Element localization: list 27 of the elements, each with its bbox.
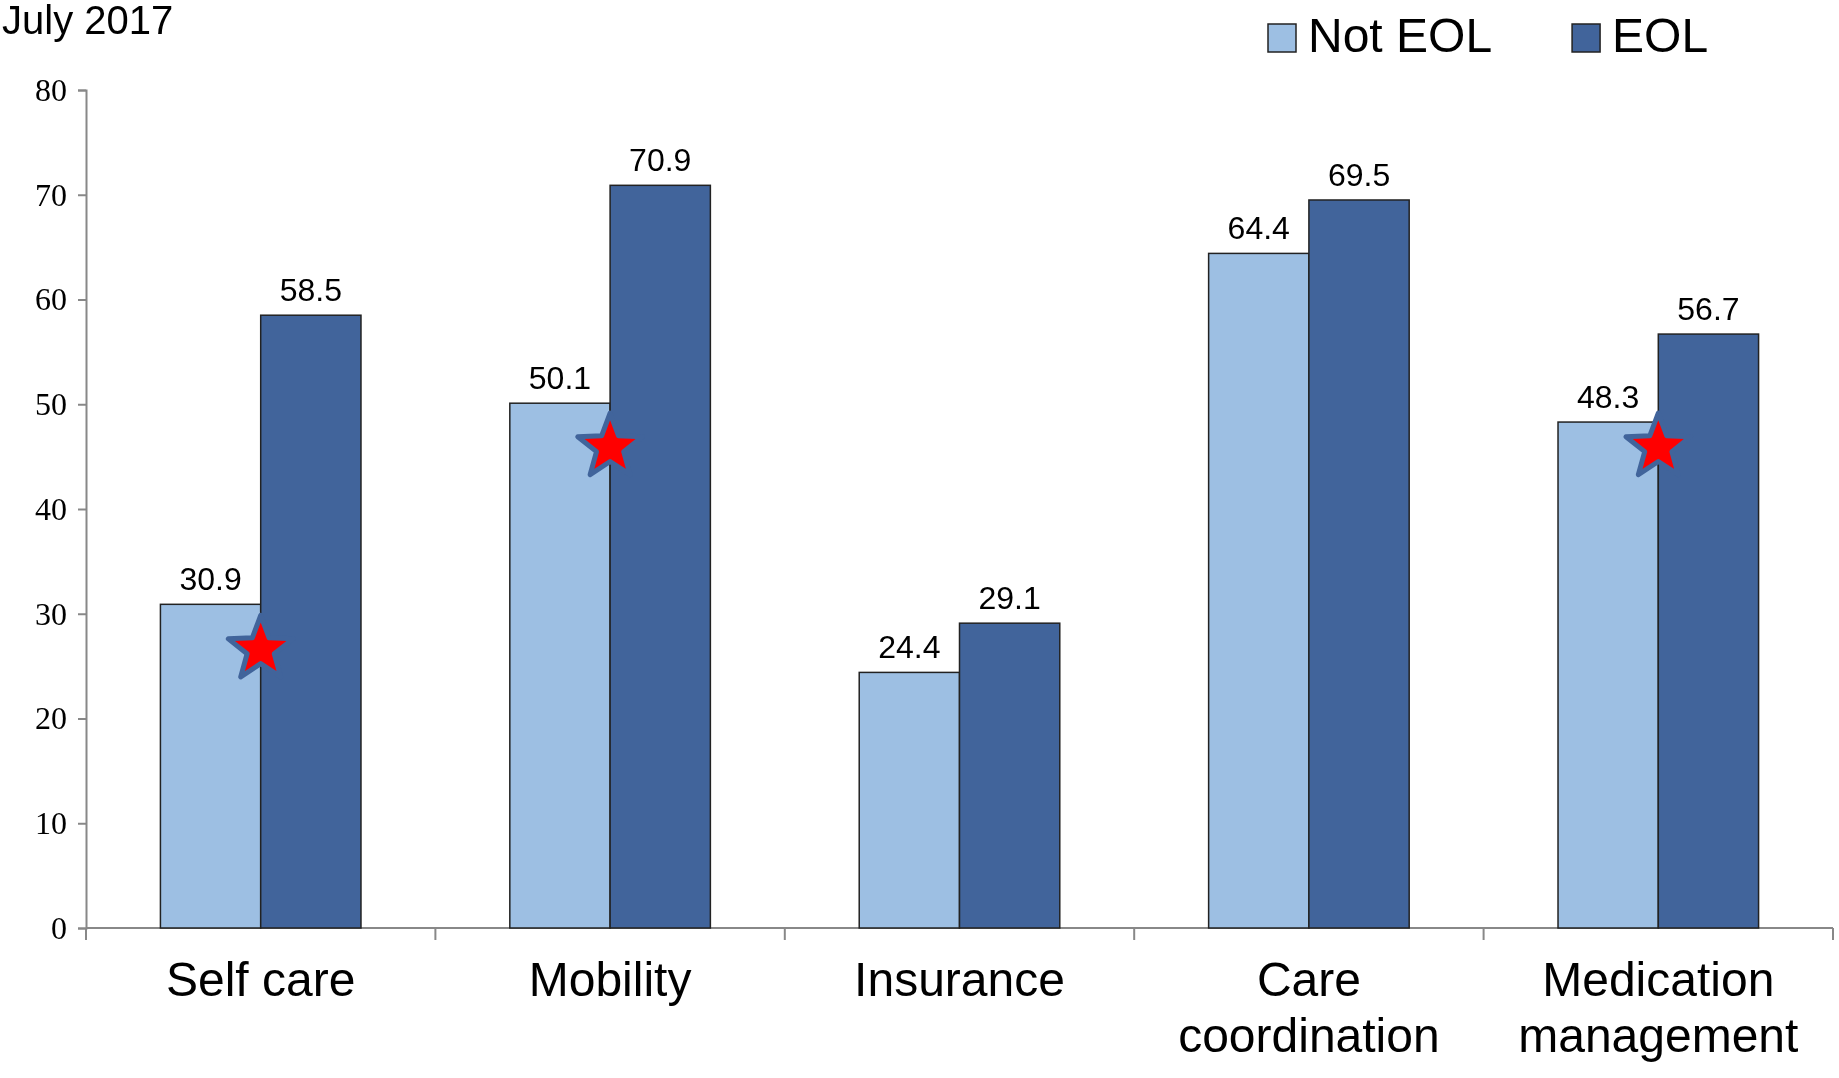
y-tick-label: 80 — [35, 71, 67, 108]
data-label: 58.5 — [279, 272, 342, 309]
y-tick-label: 0 — [51, 909, 67, 946]
data-label: 30.9 — [179, 561, 242, 598]
x-tick-label: Mobility — [528, 953, 692, 1006]
data-label: 70.9 — [629, 142, 692, 179]
x-tick-label: Care coordination — [1178, 953, 1440, 1062]
chart-title: July 2017 — [2, 0, 174, 42]
y-tick-label: 30 — [35, 595, 67, 632]
y-tick-label: 60 — [35, 281, 67, 318]
data-label: 29.1 — [978, 580, 1041, 617]
x-tick-label: Insurance — [854, 953, 1065, 1006]
y-tick-label: 70 — [35, 176, 67, 213]
data-label: 24.4 — [878, 629, 941, 666]
y-tick-label: 40 — [35, 490, 67, 527]
data-label: 56.7 — [1677, 291, 1740, 328]
legend-label: Not EOL — [1308, 9, 1493, 62]
data-label: 69.5 — [1327, 156, 1391, 193]
y-tick-label: 20 — [35, 700, 67, 737]
y-tick-label: 10 — [35, 804, 67, 841]
data-label: 48.3 — [1577, 379, 1640, 416]
data-label: 64.4 — [1227, 210, 1290, 247]
legend-label: EOL — [1612, 9, 1709, 62]
x-tick-label: Self care — [165, 953, 356, 1006]
data-label: 50.1 — [528, 360, 592, 397]
y-tick-label: 50 — [35, 385, 67, 422]
x-tick-label: Medication management — [1518, 953, 1799, 1062]
